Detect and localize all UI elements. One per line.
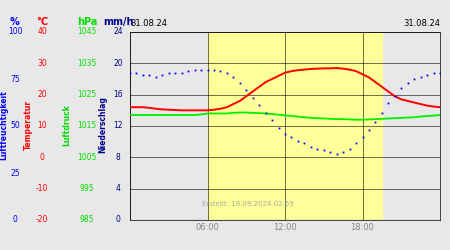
Text: 16: 16: [113, 90, 123, 99]
Text: 25: 25: [10, 168, 20, 177]
Text: °C: °C: [36, 17, 48, 27]
Text: 10: 10: [37, 122, 47, 130]
Text: 1015: 1015: [77, 122, 97, 130]
Text: 8: 8: [116, 153, 121, 162]
Text: 985: 985: [80, 216, 94, 224]
Text: 4: 4: [116, 184, 121, 193]
Text: 995: 995: [80, 184, 94, 193]
Text: 0: 0: [116, 216, 121, 224]
Text: hPa: hPa: [77, 17, 97, 27]
Text: 20: 20: [113, 59, 123, 68]
Text: 20: 20: [37, 90, 47, 99]
Text: %: %: [10, 17, 20, 27]
Text: 40: 40: [37, 28, 47, 36]
Text: 12: 12: [113, 122, 123, 130]
Text: Luftdruck: Luftdruck: [63, 104, 72, 146]
Bar: [207, 32, 382, 220]
Text: 1045: 1045: [77, 28, 97, 36]
Text: -10: -10: [36, 184, 48, 193]
Text: mm/h: mm/h: [103, 17, 133, 27]
Text: Temperatur: Temperatur: [23, 100, 32, 150]
Text: 1035: 1035: [77, 59, 97, 68]
Text: 75: 75: [10, 74, 20, 84]
Text: -20: -20: [36, 216, 48, 224]
Text: 31.08.24: 31.08.24: [130, 19, 167, 28]
Text: 1005: 1005: [77, 153, 97, 162]
Text: 31.08.24: 31.08.24: [403, 19, 440, 28]
Text: Luftfeuchtigkeit: Luftfeuchtigkeit: [0, 90, 9, 160]
Text: Niederschlag: Niederschlag: [99, 96, 108, 154]
Text: 0: 0: [13, 216, 18, 224]
Text: Erstellt: 19.09.2024 02:59: Erstellt: 19.09.2024 02:59: [202, 201, 294, 207]
Text: 0: 0: [40, 153, 45, 162]
Text: 50: 50: [10, 122, 20, 130]
Text: 30: 30: [37, 59, 47, 68]
Text: 24: 24: [113, 28, 123, 36]
Text: 100: 100: [8, 28, 22, 36]
Text: 1025: 1025: [77, 90, 97, 99]
